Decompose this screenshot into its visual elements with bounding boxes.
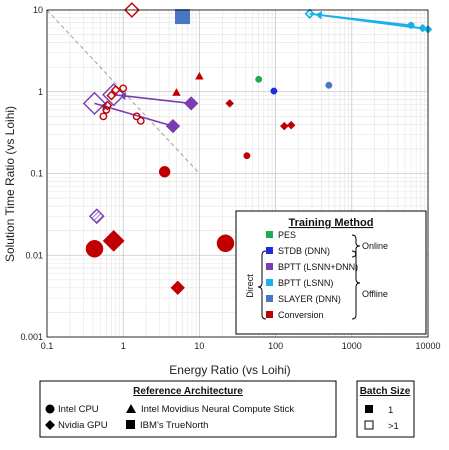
batch-size-title: Batch Size — [360, 386, 411, 397]
legend-swatch-pes — [266, 231, 273, 238]
point-diamond — [102, 229, 125, 252]
legend-label-pes: PES — [278, 230, 296, 240]
point-diamond — [110, 85, 121, 96]
point-circle — [85, 240, 104, 258]
legend-title: Training Method — [289, 217, 374, 229]
point-circle — [216, 234, 235, 253]
point-diamond — [165, 118, 181, 134]
arrow-head — [315, 11, 323, 20]
point-circle — [136, 116, 145, 125]
point-circle — [325, 81, 333, 89]
legend-label-bptt_lsnn: BPTT (LSNN) — [278, 278, 333, 288]
point-circle — [132, 112, 141, 121]
y-tick-label: 1 — [38, 87, 43, 97]
reference-architecture-title: Reference Architecture — [133, 386, 243, 397]
legend-swatch-bptt_lsnn — [266, 279, 273, 286]
point-diamond — [88, 208, 105, 225]
point-diamond — [225, 99, 235, 108]
y-tick-label: 0.001 — [20, 332, 43, 342]
point-circle — [102, 105, 111, 114]
arrow-line — [113, 93, 192, 105]
legend-entries: PES STDB (DNN) BPTT (LSNN+DNN) BPTT (LSNN) S… — [266, 230, 358, 320]
x-axis-title: Energy Ratio (vs Loihi) — [169, 363, 290, 377]
y-tick-label: 10 — [33, 5, 43, 15]
point-diamond — [124, 2, 140, 18]
x-tick-label: 1 — [121, 341, 126, 351]
point-triangle — [172, 88, 181, 96]
point-circle — [270, 87, 278, 95]
diagonal-line — [46, 9, 200, 174]
point-diamond — [286, 120, 296, 130]
intel-cpu-label: Intel CPU — [58, 404, 99, 415]
batch-open-marker — [364, 420, 374, 430]
point-diamond — [304, 8, 315, 19]
parity-diagonal — [46, 9, 200, 174]
legend-label-bptt_lsnn_dnn: BPTT (LSNN+DNN) — [278, 262, 358, 272]
x-tick-label: 0.1 — [41, 341, 54, 351]
legend-group-direct: Direct — [245, 274, 255, 298]
legend-label-conversion: Conversion — [278, 310, 324, 320]
legend-swatch-slayer — [266, 295, 273, 302]
x-tick-label: 10000 — [415, 341, 440, 351]
point-triangle — [195, 71, 204, 80]
legend-swatch-conversion — [266, 311, 273, 318]
y-tick-label: 0.1 — [30, 169, 43, 179]
point-circle — [255, 75, 263, 83]
legend-label-slayer: SLAYER (DNN) — [278, 294, 341, 304]
point-diamond — [82, 91, 107, 116]
training-method-legend: Training Method PES STDB (DNN) BPTT (LSNN+… — [235, 210, 427, 335]
x-tick-label: 100 — [268, 341, 283, 351]
legend-swatch-bptt_lsnn_dnn — [266, 263, 273, 270]
movidius-marker — [126, 404, 136, 413]
y-tick-label: 0.01 — [25, 250, 43, 260]
arrow-head — [100, 102, 108, 111]
axis-ticks: 0.1 1 10 100 1000 10000 0.001 0.01 0.1 1 10 — [20, 5, 440, 351]
legend-label-stdb: STDB (DNN) — [278, 246, 330, 256]
intel-cpu-marker — [45, 404, 55, 414]
arrow-line — [309, 12, 429, 31]
legend-brackets — [257, 234, 361, 320]
movidius-label: Intel Movidius Neural Compute Stick — [141, 404, 294, 415]
legend-swatch-stdb — [266, 247, 273, 254]
point-diamond — [102, 100, 113, 111]
truenorth-label: IBM’s TrueNorth — [140, 420, 208, 431]
point-diamond — [183, 96, 199, 111]
batch-open-label: >1 — [388, 421, 399, 432]
truenorth-marker — [126, 420, 135, 429]
reference-architecture-legend: Reference Architecture Intel CPU Intel M… — [39, 380, 337, 438]
data-points — [85, 2, 333, 296]
batch-size-legend: Batch Size 1 >1 — [356, 380, 415, 438]
y-axis-title: Solution Time Ratio (vs Loihi) — [3, 106, 17, 262]
legend-group-online: Online — [362, 241, 388, 251]
batch-filled-marker — [365, 405, 373, 413]
point-circle — [158, 166, 171, 178]
nvidia-gpu-label: Nvidia GPU — [58, 420, 108, 431]
point-circle — [243, 152, 251, 160]
point-circle — [119, 84, 128, 93]
point-square — [175, 9, 190, 25]
point-circle — [99, 112, 108, 121]
point-diamond — [170, 280, 185, 296]
x-tick-label: 10 — [194, 341, 204, 351]
point-diamond — [106, 90, 117, 101]
plot-frame — [46, 9, 429, 338]
legend-group-offline: Offline — [362, 289, 388, 299]
x-tick-label: 1000 — [342, 341, 362, 351]
batch-filled-label: 1 — [388, 405, 393, 416]
nvidia-gpu-marker — [45, 420, 55, 430]
point-diamond — [279, 121, 289, 131]
